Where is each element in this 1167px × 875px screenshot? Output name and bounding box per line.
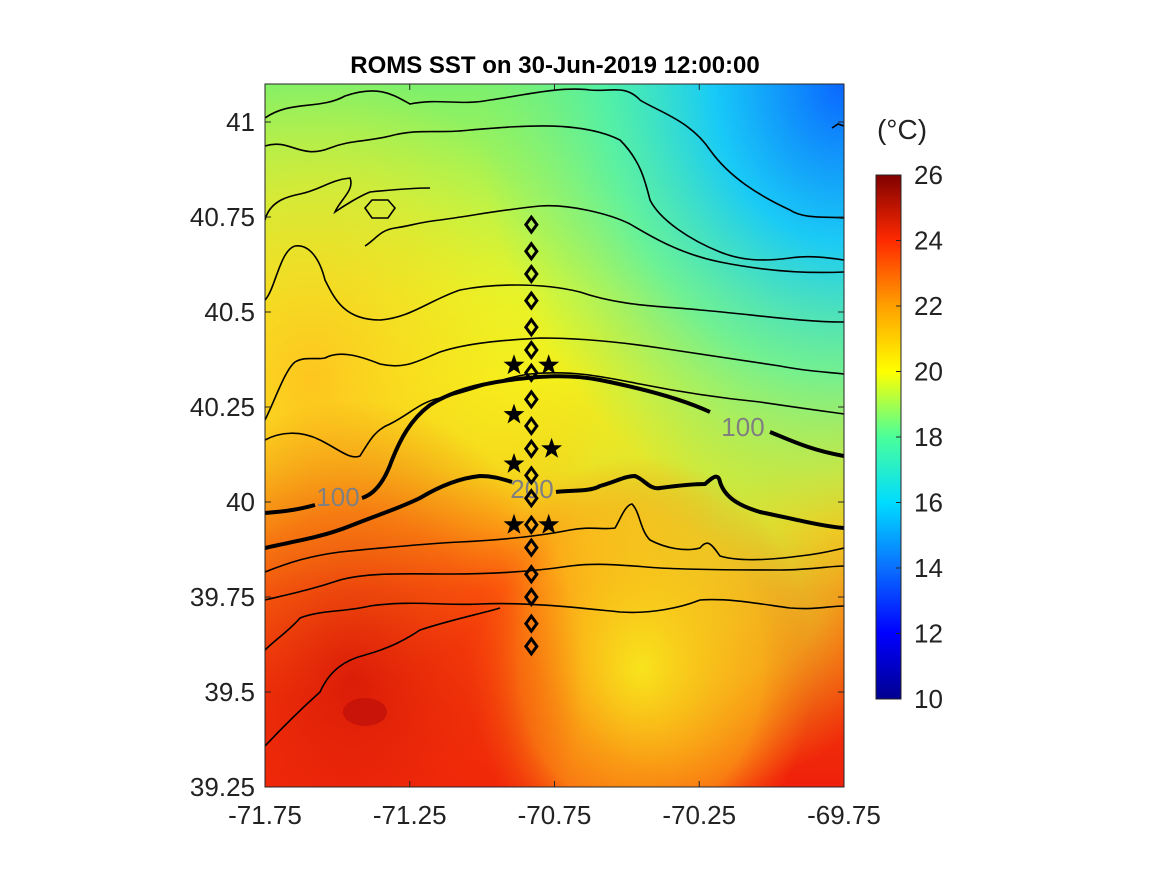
- transect-diamond: [523, 290, 539, 311]
- station-stars: [503, 354, 563, 534]
- transect-diamond: [523, 537, 539, 558]
- transect-diamond: [523, 415, 539, 437]
- transect-diamond: [523, 317, 539, 338]
- contour-label: 100: [316, 482, 359, 512]
- station-star: [503, 354, 525, 375]
- transect-diamond: [523, 636, 539, 657]
- sst-field: [265, 84, 844, 787]
- transect-diamond: [523, 488, 539, 509]
- y-tick-label: 39.25: [190, 772, 255, 802]
- colorbar-tick-label: 20: [914, 357, 943, 387]
- colorbar-tick-label: 18: [914, 422, 943, 452]
- transect-diamond: [523, 339, 539, 361]
- colorbar-tick-label: 26: [914, 160, 943, 190]
- station-star: [503, 403, 525, 424]
- colorbar-axis: 10 12 14 16 18 20 22 24 26: [896, 160, 943, 714]
- contour-label: 100: [721, 412, 764, 442]
- x-tick-label: -70.25: [662, 800, 736, 830]
- y-tick-label: 39.5: [204, 677, 255, 707]
- transect-diamond: [523, 438, 539, 459]
- station-star: [541, 437, 563, 458]
- x-tick-label: -69.75: [807, 800, 881, 830]
- colorbar-tick-label: 14: [914, 553, 943, 583]
- colorbar-tick-label: 10: [914, 684, 943, 714]
- isobath-contours: [265, 374, 844, 550]
- contour-label: 200: [510, 474, 553, 504]
- transect-diamonds: [523, 214, 539, 657]
- y-tick-label: 40.5: [204, 297, 255, 327]
- colorbar-tick-label: 22: [914, 291, 943, 321]
- transect-diamond: [523, 263, 539, 285]
- isotherm-contours: [265, 88, 844, 747]
- x-axis: -71.75 -71.25 -70.75 -70.25 -69.75: [228, 84, 881, 830]
- transect-diamond: [523, 241, 539, 262]
- station-star: [538, 354, 560, 375]
- transect-diamond: [523, 214, 539, 235]
- station-star: [538, 513, 560, 534]
- y-tick-label: 39.75: [190, 582, 255, 612]
- colorbar-tick-label: 24: [914, 226, 943, 256]
- chart-title: ROMS SST on 30-Jun-2019 12:00:00: [350, 52, 759, 79]
- transect-diamond: [523, 586, 539, 608]
- station-star: [503, 453, 525, 473]
- contour-labels: 100 200 100: [316, 412, 764, 512]
- y-tick-label: 40.25: [190, 392, 255, 422]
- y-axis: 39.25 39.5 39.75 40 40.25 40.5 40.75 41: [190, 107, 844, 802]
- transect-diamond: [523, 514, 539, 535]
- colorbar-unit-label: (°C): [877, 114, 927, 145]
- station-star: [503, 513, 525, 534]
- y-tick-label: 40: [226, 487, 255, 517]
- transect-diamond: [523, 465, 539, 486]
- colorbar-tick-label: 16: [914, 488, 943, 518]
- y-tick-label: 41: [226, 107, 255, 137]
- x-tick-label: -70.75: [518, 800, 592, 830]
- x-tick-label: -71.25: [373, 800, 447, 830]
- transect-diamond: [523, 362, 539, 383]
- transect-diamond: [523, 564, 539, 585]
- colorbar-tick-label: 12: [914, 619, 943, 649]
- transect-diamond: [523, 389, 539, 410]
- y-tick-label: 40.75: [190, 202, 255, 232]
- transect-diamond: [523, 613, 539, 634]
- x-tick-label: -71.75: [228, 800, 302, 830]
